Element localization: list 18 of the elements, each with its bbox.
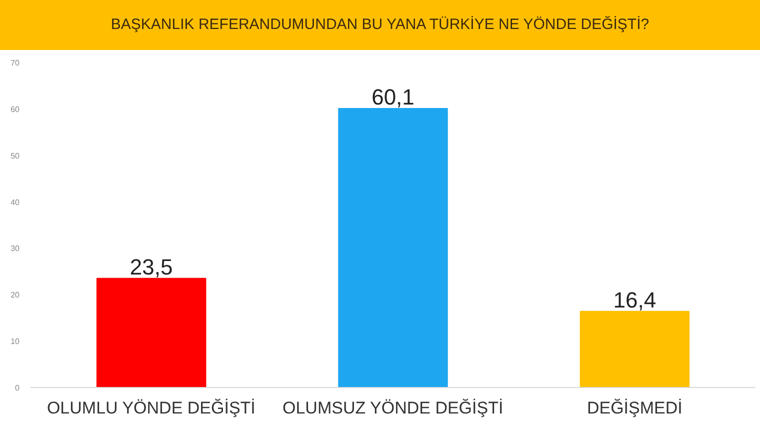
- data-label: 23,5: [130, 254, 173, 280]
- x-tick-label: OLUMSUZ YÖNDE DEĞİŞTİ: [282, 398, 504, 418]
- y-tick-label: 20: [10, 290, 20, 300]
- data-label: 16,4: [613, 287, 656, 312]
- y-tick-label: 30: [10, 244, 20, 254]
- bar: [96, 278, 206, 388]
- bar: [338, 108, 448, 388]
- y-tick-label: 70: [10, 58, 20, 68]
- chart-title: BAŞKANLIK REFERANDUMUNDAN BU YANA TÜRKİYE NE YÖNDE DEĞİŞTİ?: [110, 15, 650, 35]
- y-tick-label: 60: [10, 104, 20, 114]
- x-tick-label: OLUMLU YÖNDE DEĞİŞTİ: [46, 398, 256, 418]
- y-tick-label: 0: [15, 384, 20, 392]
- y-tick-label: 50: [10, 151, 20, 160]
- y-tick-label: 40: [10, 198, 20, 207]
- y-tick-label: 10: [10, 337, 20, 346]
- data-label: 60,1: [372, 84, 414, 110]
- x-tick-label: DEĞİŞMEDİ: [586, 398, 682, 418]
- bar: [580, 310, 690, 388]
